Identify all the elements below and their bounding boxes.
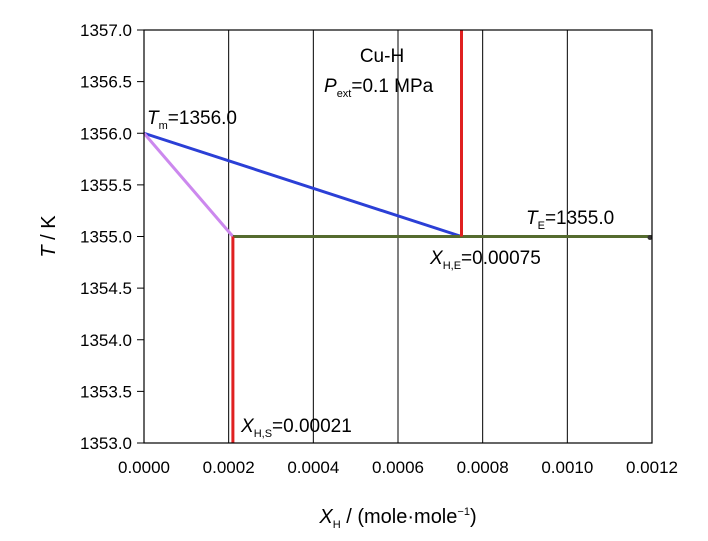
y-tick-label: 1355.5	[80, 176, 132, 195]
x-tick-label: 0.0006	[372, 458, 424, 477]
annotation-main: X	[240, 416, 255, 437]
series-end-marker	[647, 235, 653, 240]
annotation-sub: H,S	[254, 428, 272, 440]
series-line-0	[143, 131, 462, 238]
axis-ticks: 0.0000 0.0002 0.0004 0.0006 0.0008 0.0010 0.00…	[80, 21, 678, 477]
annotation-rest: =0.1 MPa	[351, 76, 433, 97]
annotation-rest: =1355.0	[545, 208, 614, 229]
x-axis-title-rest: / (mole·mole	[341, 506, 458, 528]
y-tick-label: 1354.5	[80, 279, 132, 298]
x-tick-label: 0.0012	[626, 458, 678, 477]
annotation-0: Cu-H	[360, 46, 404, 67]
annotation-main: P	[324, 76, 337, 97]
y-tick-label: 1356.5	[80, 73, 132, 92]
annotation-sub: m	[159, 120, 168, 132]
y-axis-title-main: T	[38, 244, 60, 258]
annotation-rest: =0.00075	[461, 248, 541, 269]
x-axis-title-sup: −1	[457, 506, 470, 518]
series-group	[142, 30, 653, 443]
y-tick-label: 1354.0	[80, 331, 132, 350]
x-axis-title-close: )	[470, 506, 477, 528]
x-tick-label: 0.0000	[118, 458, 170, 477]
annotation-4: XH,E=0.00075	[429, 248, 541, 272]
annotation-1: Pext=0.1 MPa	[324, 76, 434, 100]
annotation-5: XH,S=0.00021	[240, 416, 352, 440]
annotation-sub: H,E	[443, 260, 461, 272]
y-tick-label: 1353.0	[80, 434, 132, 453]
y-axis-title: T / K	[38, 215, 60, 258]
annotation-main: T	[526, 208, 539, 229]
x-axis-title-sub: H	[333, 519, 341, 531]
x-tick-label: 0.0008	[457, 458, 509, 477]
x-axis-title-main: X	[318, 506, 333, 528]
annotation-main: T	[147, 108, 160, 129]
y-axis-title-rest: / K	[38, 215, 60, 246]
y-tick-label: 1353.5	[80, 382, 132, 401]
y-tick-label: 1355.0	[80, 228, 132, 247]
annotation-sub: E	[538, 220, 545, 232]
x-tick-label: 0.0004	[287, 458, 339, 477]
annotation-sub: ext	[337, 88, 352, 100]
x-tick-label: 0.0010	[541, 458, 593, 477]
series-line-1	[142, 132, 235, 238]
y-tick-label: 1356.0	[80, 124, 132, 143]
x-axis-title: XH / (mole·mole−1)	[318, 506, 476, 531]
annotation-2: Tm=1356.0	[147, 108, 237, 132]
annotation-rest: =0.00021	[272, 416, 352, 437]
annotation-main: X	[429, 248, 444, 269]
annotation-3: TE=1355.0	[526, 208, 614, 232]
x-tick-label: 0.0002	[203, 458, 255, 477]
y-tick-label: 1357.0	[80, 21, 132, 40]
annotation-rest: =1356.0	[168, 108, 237, 129]
